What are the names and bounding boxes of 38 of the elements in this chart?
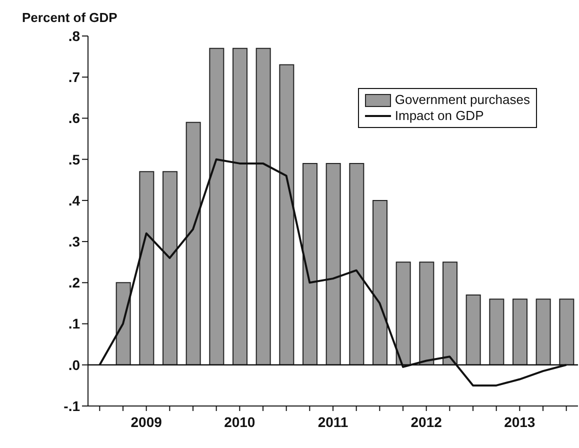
legend-label: Government purchases [394,92,530,108]
x-tick-label: 2009 [130,414,162,430]
y-tick-label: .1 [68,316,80,332]
bar [489,298,504,366]
bar [139,171,154,366]
x-tick-label: 2013 [504,414,536,430]
bar [232,48,248,366]
y-tick-label: .8 [68,28,80,44]
y-tick-label: -.1 [64,398,80,414]
bar [372,200,388,366]
bar [162,171,178,366]
x-tick-label: 2012 [410,414,442,430]
y-tick-label: .2 [68,274,80,291]
y-tick-label: .7 [68,69,80,86]
bar [512,298,528,366]
bar [256,48,271,366]
bar [559,298,574,366]
bar [326,162,341,366]
bar [116,282,131,366]
bar [302,162,318,366]
bar [442,262,458,366]
y-tick-label: .5 [68,151,80,168]
bar [466,294,481,366]
bar [186,122,201,366]
y-tick-label: .6 [68,110,80,126]
y-tick-label: .0 [68,356,80,373]
y-axis-title: Percent of GDP [22,10,118,25]
y-tick-label: .3 [68,234,80,250]
bar [396,262,411,366]
y-tick-label: .4 [68,192,80,208]
bar [349,162,364,366]
bar [536,298,551,366]
legend-label: Impact on GDP [394,108,484,124]
bar [279,64,294,366]
x-tick-label: 2010 [224,414,256,430]
bar [209,48,224,366]
bar [419,262,434,366]
x-tick-label: 2011 [318,414,348,430]
